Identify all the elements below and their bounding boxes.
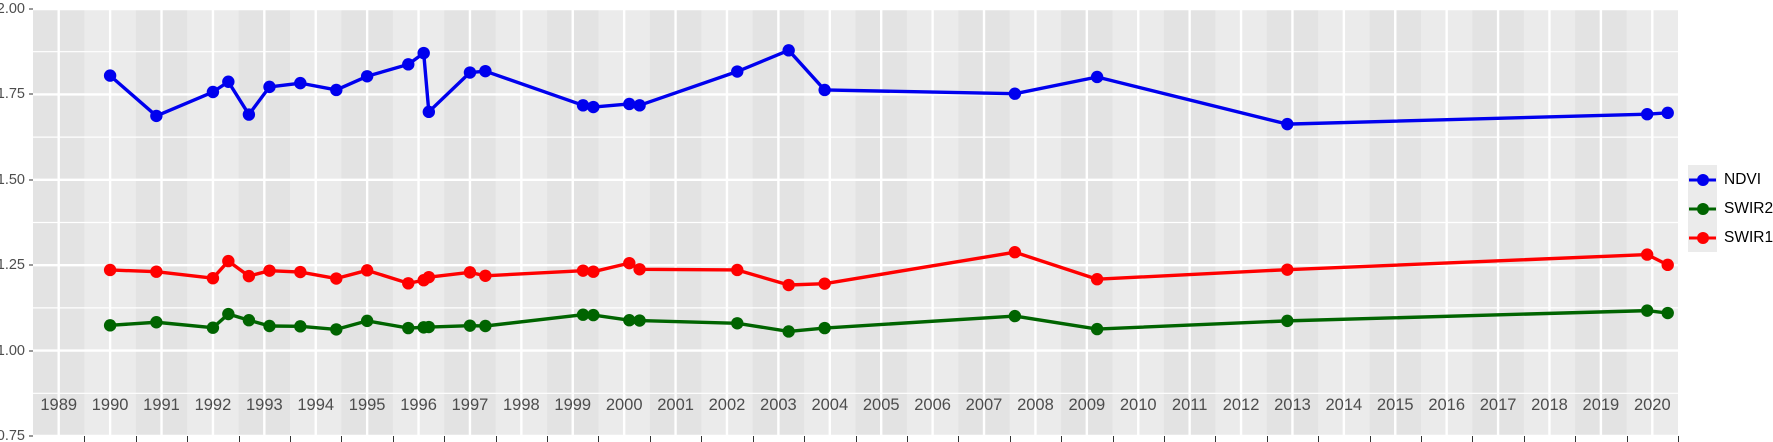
- x-tick-label: 2002: [708, 396, 746, 414]
- y-tick-label: 1.00: [0, 342, 25, 359]
- x-tick-mark: [547, 436, 549, 442]
- x-tick-mark: [1266, 436, 1268, 442]
- x-tick-mark: [444, 436, 446, 442]
- x-tick-label: 2005: [862, 396, 900, 414]
- x-tick-mark: [1318, 436, 1320, 442]
- x-tick-mark: [649, 436, 651, 442]
- x-tick-label: 1999: [554, 396, 592, 414]
- x-tick-label: 1996: [400, 396, 437, 414]
- x-tick-mark: [238, 436, 240, 442]
- legend-label: NDVI: [1724, 170, 1762, 188]
- x-tick-label: 2018: [1531, 396, 1568, 414]
- x-tick-label: 2006: [914, 396, 951, 414]
- x-tick-mark: [1626, 436, 1628, 442]
- y-tick-label: 1.25: [0, 257, 25, 274]
- x-tick-mark: [1061, 436, 1063, 442]
- x-tick-mark: [1575, 436, 1577, 442]
- y-tick-label: 0.75: [0, 428, 25, 442]
- legend-point-swatch: [1696, 173, 1709, 186]
- x-tick-label: 1993: [245, 396, 283, 414]
- x-tick-label: 1995: [348, 396, 386, 414]
- x-tick-label: 2000: [605, 396, 643, 414]
- x-tick-mark: [752, 436, 754, 442]
- x-tick-mark: [1009, 436, 1011, 442]
- x-tick-label: 1998: [503, 396, 540, 414]
- legend-item-NDVI[interactable]: NDVI: [1688, 165, 1773, 194]
- x-tick-label: 2016: [1428, 396, 1466, 414]
- x-tick-mark: [341, 436, 343, 442]
- y-tick-mark: [29, 8, 33, 10]
- legend-item-SWIR2[interactable]: SWIR2: [1688, 194, 1773, 223]
- x-tick-label: 2012: [1222, 396, 1260, 414]
- x-tick-label: 2007: [965, 396, 1003, 414]
- x-tick-label: 2013: [1274, 396, 1311, 414]
- grid-minor: [33, 51, 1678, 394]
- y-tick-label: 2.00: [0, 1, 25, 17]
- x-tick-label: 2011: [1171, 396, 1208, 414]
- x-tick-mark: [1678, 436, 1679, 442]
- x-tick-mark: [701, 436, 703, 442]
- plot-panel: [33, 9, 1678, 436]
- series-SWIR2: [103, 304, 1674, 338]
- x-tick-label: 1990: [91, 396, 129, 414]
- x-tick-label: 1989: [40, 396, 78, 414]
- legend-key-SWIR1: [1688, 223, 1717, 252]
- x-tick-label: 1992: [194, 396, 232, 414]
- y-axis: 0.75 1.00 1.25 1.50 1.75 2.00: [0, 0, 33, 442]
- y-tick-mark: [29, 179, 33, 181]
- legend-key-NDVI: [1688, 165, 1717, 194]
- legend-point-swatch: [1696, 231, 1709, 244]
- x-tick-label: 2020: [1633, 396, 1671, 414]
- legend-point-swatch: [1696, 202, 1709, 215]
- x-tick-mark: [290, 436, 292, 442]
- y-tick-mark: [29, 435, 33, 437]
- x-tick-label: 2003: [760, 396, 797, 414]
- x-tick-label: 2004: [811, 396, 849, 414]
- x-tick-label: 2019: [1582, 396, 1620, 414]
- y-tick-mark: [29, 350, 33, 352]
- x-tick-label: 1994: [297, 396, 335, 414]
- legend-label: SWIR1: [1724, 228, 1773, 246]
- y-tick-label: 1.50: [0, 171, 25, 188]
- legend-label: SWIR2: [1724, 199, 1773, 217]
- x-tick-mark: [855, 436, 857, 442]
- x-tick-mark: [84, 436, 86, 442]
- x-tick-label: 1991: [143, 396, 180, 414]
- x-tick-mark: [135, 436, 137, 442]
- plot-svg: [33, 9, 1678, 436]
- x-tick-mark: [1472, 436, 1474, 442]
- x-tick-label: 2010: [1119, 396, 1157, 414]
- x-tick-label: 2014: [1325, 396, 1363, 414]
- x-tick-mark: [906, 436, 908, 442]
- x-tick-label: 2015: [1376, 396, 1414, 414]
- x-tick-mark: [187, 436, 189, 442]
- x-tick-label: 1997: [451, 396, 489, 414]
- x-tick-mark: [804, 436, 806, 442]
- y-tick-label: 1.75: [0, 86, 25, 103]
- x-tick-mark: [958, 436, 960, 442]
- x-tick-mark: [392, 436, 394, 442]
- series-NDVI: [103, 44, 1674, 131]
- x-tick-label: 2017: [1479, 396, 1517, 414]
- x-tick-mark: [495, 436, 497, 442]
- x-tick-label: 2001: [657, 396, 694, 414]
- x-tick-label: 2009: [1068, 396, 1106, 414]
- x-tick-mark: [1163, 436, 1165, 442]
- x-tick-label: 2008: [1017, 396, 1054, 414]
- x-tick-mark: [1369, 436, 1371, 442]
- legend-item-SWIR1[interactable]: SWIR1: [1688, 223, 1773, 252]
- legend-key-SWIR2: [1688, 194, 1717, 223]
- x-tick-mark: [1420, 436, 1422, 442]
- legend: NDVI SWIR2 SWIR1: [1688, 165, 1773, 252]
- series-SWIR1: [103, 246, 1674, 292]
- x-tick-mark: [1215, 436, 1217, 442]
- x-tick-mark: [1523, 436, 1525, 442]
- x-tick-mark: [598, 436, 600, 442]
- y-tick-mark: [29, 93, 33, 95]
- y-tick-mark: [29, 264, 33, 266]
- x-tick-mark: [1112, 436, 1114, 442]
